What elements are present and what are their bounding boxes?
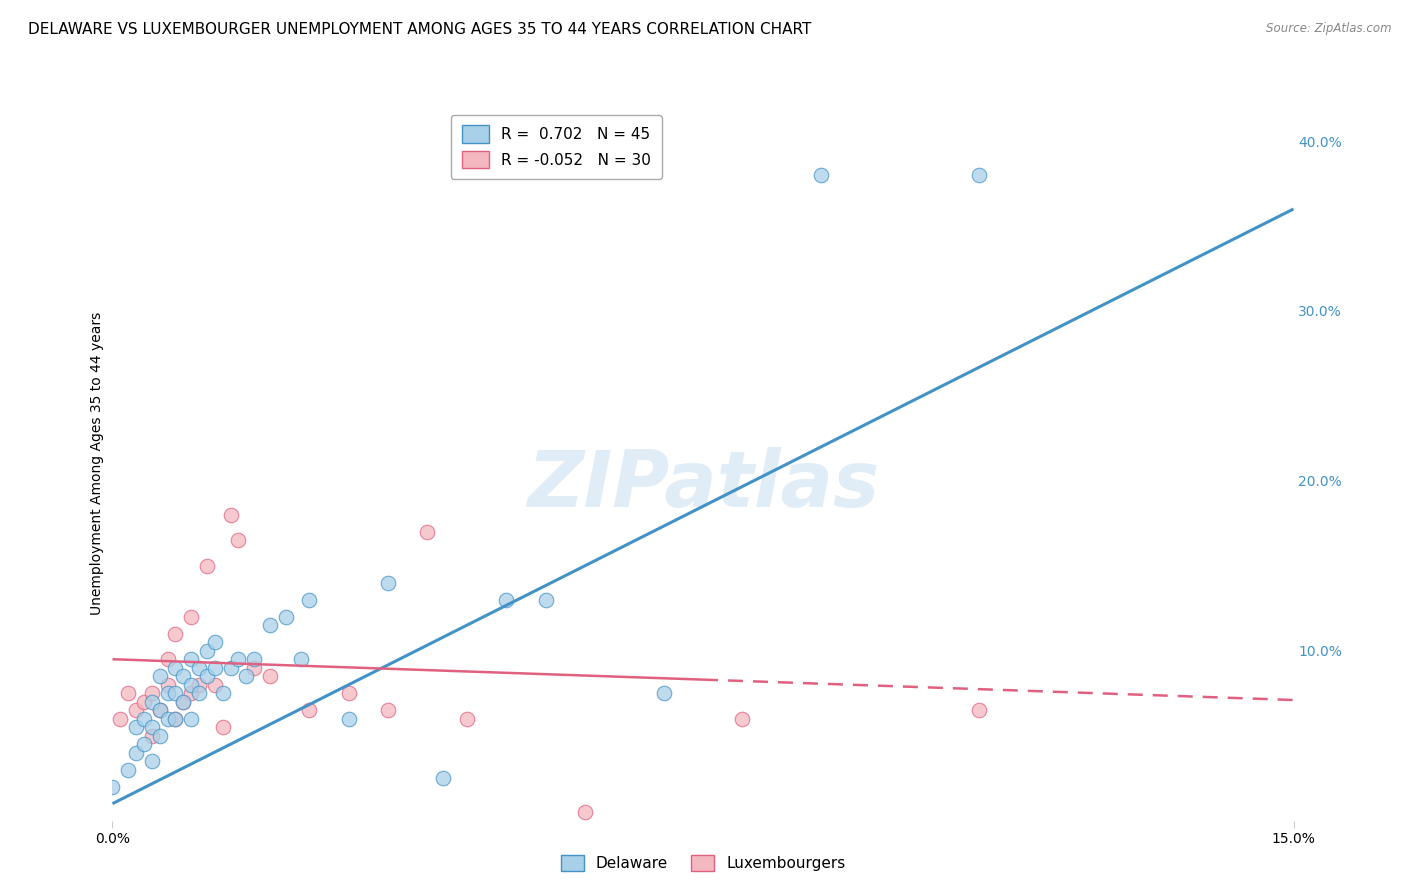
Point [967, 703, 990, 717]
Legend: Delaware, Luxembourgers: Delaware, Luxembourgers [554, 849, 852, 877]
Point [290, 652, 312, 666]
Point [219, 661, 242, 675]
Point [195, 669, 218, 683]
Point [149, 729, 172, 743]
Point [149, 703, 172, 717]
Point [180, 609, 202, 624]
Text: ZIPatlas: ZIPatlas [527, 447, 879, 524]
Point [141, 720, 163, 734]
Point [101, 780, 124, 794]
Text: DELAWARE VS LUXEMBOURGER UNEMPLOYMENT AMONG AGES 35 TO 44 YEARS CORRELATION CHAR: DELAWARE VS LUXEMBOURGER UNEMPLOYMENT AM… [28, 22, 811, 37]
Point [180, 678, 202, 692]
Point [110, 712, 132, 726]
Point [117, 686, 139, 700]
Point [195, 558, 218, 573]
Point [141, 729, 163, 743]
Point [188, 661, 211, 675]
Point [156, 678, 179, 692]
Point [141, 686, 163, 700]
Point [195, 644, 218, 658]
Point [204, 661, 226, 675]
Point [165, 661, 187, 675]
Point [141, 754, 163, 768]
Y-axis label: Unemployment Among Ages 35 to 44 years: Unemployment Among Ages 35 to 44 years [90, 312, 104, 615]
Point [416, 524, 439, 539]
Text: Source: ZipAtlas.com: Source: ZipAtlas.com [1267, 22, 1392, 36]
Point [172, 695, 194, 709]
Point [132, 737, 155, 751]
Point [652, 686, 675, 700]
Point [456, 712, 478, 726]
Point [337, 686, 360, 700]
Point [125, 746, 148, 760]
Point [204, 678, 226, 692]
Point [243, 652, 266, 666]
Point [228, 533, 250, 548]
Point [219, 508, 242, 522]
Point [274, 609, 297, 624]
Point [211, 720, 233, 734]
Point [125, 703, 148, 717]
Point [180, 686, 202, 700]
Point [204, 635, 226, 649]
Point [337, 712, 360, 726]
Point [188, 686, 211, 700]
Point [188, 678, 211, 692]
Point [156, 712, 179, 726]
Point [172, 695, 194, 709]
Point [243, 661, 266, 675]
Point [141, 695, 163, 709]
Point [132, 695, 155, 709]
Point [377, 575, 399, 590]
Point [259, 618, 281, 632]
Point [156, 652, 179, 666]
Point [117, 763, 139, 777]
Point [172, 669, 194, 683]
Point [211, 686, 233, 700]
Point [298, 592, 321, 607]
Point [156, 686, 179, 700]
Point [149, 669, 172, 683]
Point [967, 168, 990, 182]
Point [259, 669, 281, 683]
Point [810, 168, 832, 182]
Point [228, 652, 250, 666]
Point [165, 712, 187, 726]
Point [180, 712, 202, 726]
Point [495, 592, 517, 607]
Point [132, 712, 155, 726]
Point [180, 652, 202, 666]
Point [165, 626, 187, 640]
Point [165, 712, 187, 726]
Point [235, 669, 257, 683]
Point [125, 720, 148, 734]
Point [149, 703, 172, 717]
Point [574, 805, 596, 819]
Point [298, 703, 321, 717]
Point [165, 686, 187, 700]
Point [377, 703, 399, 717]
Point [534, 592, 557, 607]
Point [731, 712, 754, 726]
Point [432, 771, 454, 785]
